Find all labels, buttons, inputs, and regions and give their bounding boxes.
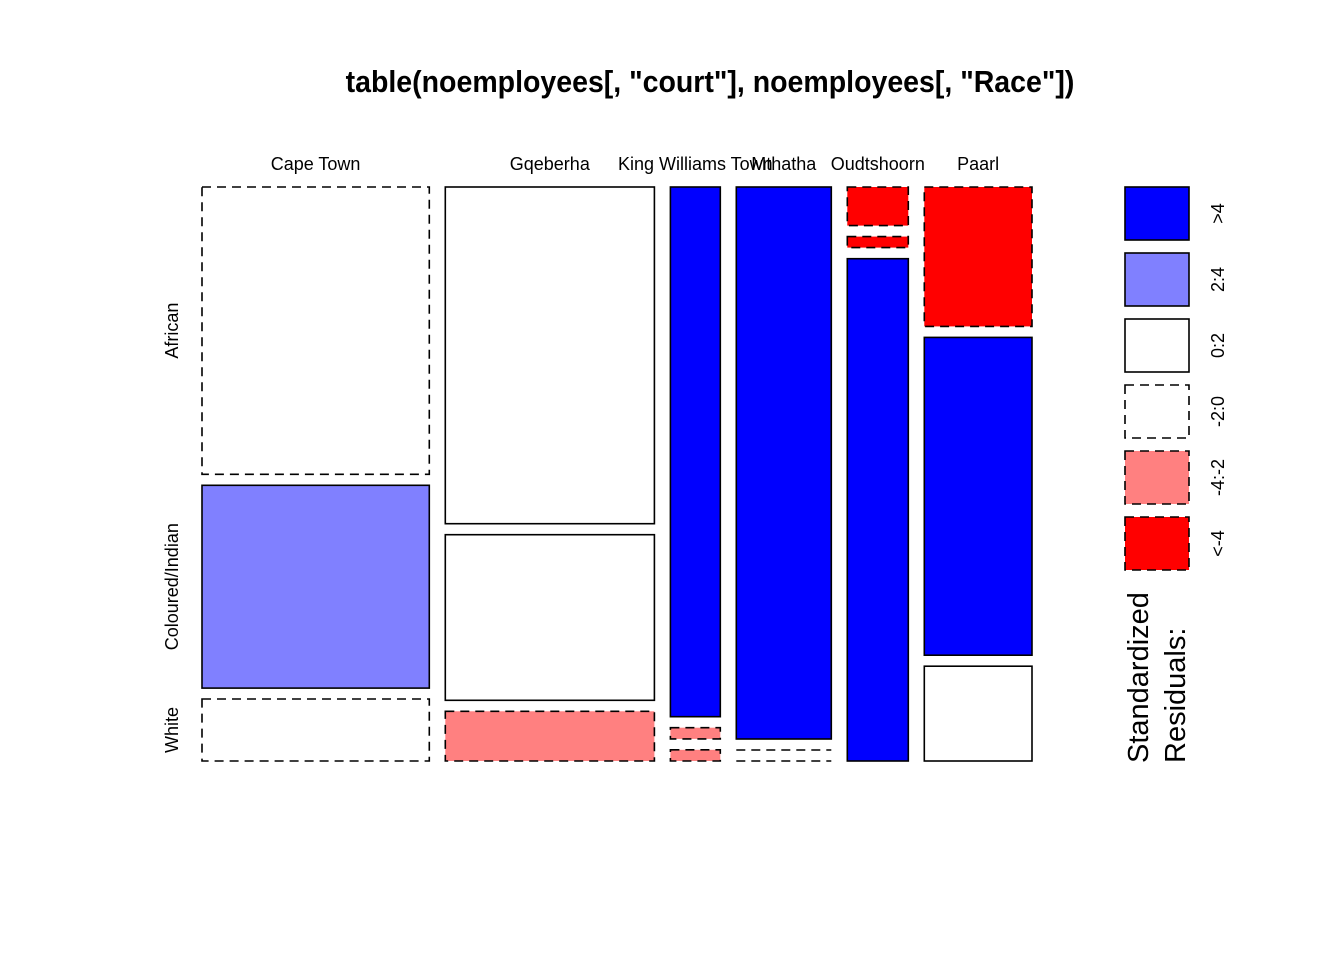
column-labels: Cape Town Gqeberha King Williams TownMthat… [271, 154, 999, 174]
legend-label: 2:4 [1208, 267, 1228, 292]
legend-swatch-0-2 [1124, 318, 1190, 373]
row-label-coloured-indian: Coloured/Indian [162, 523, 182, 650]
column-label-paarl: Paarl [957, 154, 999, 174]
mosaic-cell-oudtshoorn-white [846, 257, 910, 762]
row-label-white: White [162, 707, 182, 753]
legend-label: <-4 [1208, 530, 1228, 557]
row-label-african: African [162, 303, 182, 359]
row-labels: African Coloured/Indian White [162, 303, 182, 753]
mosaic-cell-mthatha-african [735, 186, 833, 740]
legend-swatch-4-2 [1124, 450, 1190, 505]
legend-swatch-2-4 [1124, 252, 1190, 307]
mosaic-cell-gqeberha-coloured-indian [444, 533, 656, 702]
mosaic-cell-gqeberha-white [444, 710, 656, 762]
legend-swatch-4 [1124, 516, 1190, 571]
legend-title-line: Residuals: [1160, 628, 1192, 763]
mosaic-cell-cape-town-african [201, 186, 431, 476]
mosaic-cells [201, 186, 1033, 762]
mosaic-cell-paarl-african [923, 186, 1033, 328]
mosaic-cell-king-williams-town-african [669, 186, 722, 718]
mosaic-cell-gqeberha-african [444, 186, 656, 525]
legend-label: 0:2 [1208, 333, 1228, 358]
mosaic-cell-cape-town-white [201, 698, 431, 762]
mosaic-cell-king-williams-town-white [669, 748, 722, 762]
legend: >4 2:4 0:2 -2:0 -4:-2 <-4 Standardized Residual… [1123, 186, 1228, 763]
legend-label: -4:-2 [1208, 459, 1228, 496]
column-label-cape-town: Cape Town [271, 154, 361, 174]
mosaic-cell-oudtshoorn-african [846, 186, 910, 227]
mosaic-cell-king-williams-town-coloured-indian [669, 726, 722, 740]
legend-title-line: Standardized [1123, 592, 1155, 763]
chart-title: table(noemployees[, "court"], noemployee… [346, 65, 1075, 99]
column-label-oudtshoorn: Oudtshoorn [831, 154, 925, 174]
mosaic-cell-paarl-coloured-indian [923, 336, 1033, 656]
mosaic-cell-paarl-white [923, 665, 1033, 762]
mosaic-cell-cape-town-coloured-indian [201, 484, 431, 689]
legend-swatch-4 [1124, 186, 1190, 241]
column-label-king-williams-town: King Williams Town [618, 154, 773, 174]
column-label-mthatha: Mthatha [751, 154, 817, 174]
legend-swatch-2-0 [1124, 384, 1190, 439]
legend-label: -2:0 [1208, 396, 1228, 427]
legend-label: >4 [1208, 203, 1228, 224]
mosaic-cell-oudtshoorn-coloured-indian [846, 235, 910, 249]
column-label-gqeberha: Gqeberha [510, 154, 591, 174]
